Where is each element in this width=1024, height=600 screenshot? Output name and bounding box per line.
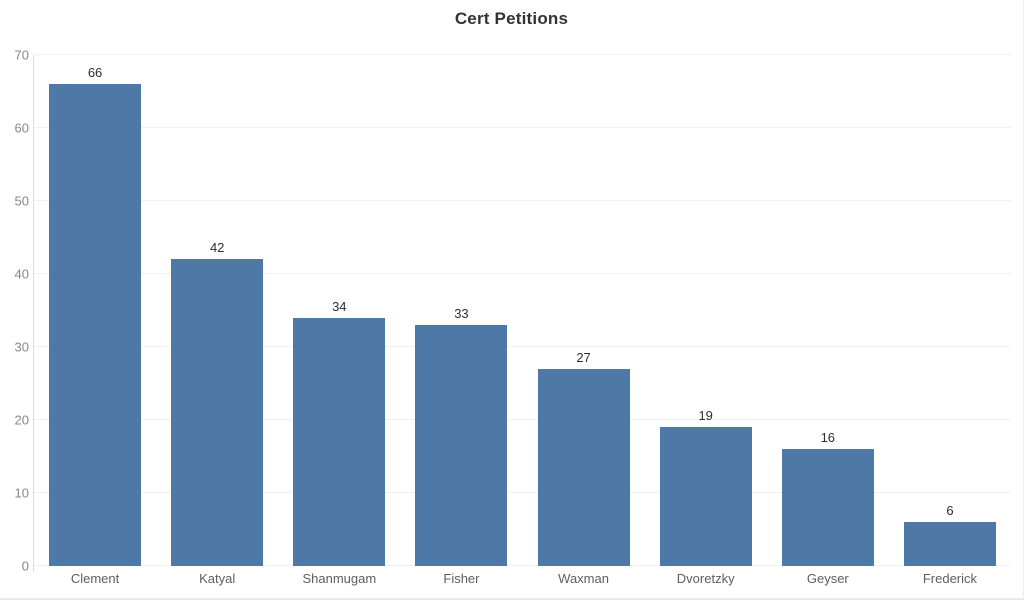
bar-slot-clement: 66: [34, 55, 156, 566]
gridlines: [34, 54, 1011, 566]
bar-slot-geyser: 16: [767, 55, 889, 566]
y-tick-label-10: 10: [14, 485, 29, 501]
gridline-30: [34, 346, 1011, 347]
y-axis-line: [33, 55, 34, 572]
bar-value-label-frederick: 6: [946, 503, 954, 519]
chart-title: Cert Petitions: [454, 9, 569, 28]
x-axis: Clement Katyal Shanmugam Fisher Waxman Dvoret…: [34, 571, 1011, 586]
bar-value-label-clement: 66: [87, 65, 103, 81]
bar-clement[interactable]: [49, 84, 142, 566]
bar-value-label-shanmugam: 34: [332, 298, 347, 314]
bar-katyal[interactable]: [171, 259, 264, 566]
x-axis-label-frederick: Frederick: [922, 571, 978, 586]
x-axis-label-dvoretzky: Dvoretzky: [676, 571, 735, 586]
plot-area: 66 42 34 33 27 19 16 6: [34, 54, 1011, 566]
y-tick-label-70: 70: [14, 47, 29, 63]
bar-slot-fisher: 33: [400, 55, 522, 566]
x-axis-label-geyser: Geyser: [806, 571, 849, 586]
bar-value-label-katyal: 42: [209, 240, 225, 256]
x-axis-label-fisher: Fisher: [443, 571, 480, 586]
x-axis-label-waxman: Waxman: [558, 571, 609, 586]
gridline-70: [34, 54, 1011, 55]
bar-waxman[interactable]: [537, 368, 630, 566]
y-tick-label-0: 0: [21, 558, 29, 574]
y-tick-label-30: 30: [14, 339, 29, 355]
bar-slot-katyal: 42: [156, 55, 278, 566]
gridline-0: [34, 565, 1011, 566]
gridline-60: [34, 127, 1011, 128]
bar-slot-waxman: 27: [523, 55, 645, 566]
bar-dvoretzky[interactable]: [659, 427, 752, 566]
bar-slot-shanmugam: 34: [278, 55, 400, 566]
x-axis-label-shanmugam: Shanmugam: [302, 571, 377, 586]
bar-slot-dvoretzky: 19: [645, 55, 767, 566]
bar-value-label-geyser: 16: [820, 430, 836, 446]
y-axis: 0 10 20 30 40 50 60 70: [0, 49, 29, 573]
bar-shanmugam[interactable]: [293, 317, 386, 566]
gridline-20: [34, 419, 1011, 420]
y-tick-label-40: 40: [14, 266, 29, 282]
bar-value-label-waxman: 27: [576, 349, 591, 365]
y-tick-label-60: 60: [14, 120, 29, 136]
bars: 66 42 34 33 27 19 16 6: [34, 55, 1011, 566]
gridline-40: [34, 273, 1011, 274]
bar-geyser[interactable]: [781, 449, 874, 566]
gridline-10: [34, 492, 1011, 493]
bar-value-label-fisher: 33: [454, 306, 469, 322]
bar-frederick[interactable]: [903, 522, 996, 566]
x-axis-label-katyal: Katyal: [199, 571, 236, 586]
x-axis-label-clement: Clement: [70, 571, 120, 586]
bar-value-label-dvoretzky: 19: [698, 408, 713, 424]
gridline-50: [34, 200, 1011, 201]
bar-fisher[interactable]: [415, 325, 508, 566]
y-tick-label-50: 50: [14, 193, 29, 209]
bar-slot-frederick: 6: [889, 55, 1011, 566]
y-tick-label-20: 20: [14, 412, 29, 428]
